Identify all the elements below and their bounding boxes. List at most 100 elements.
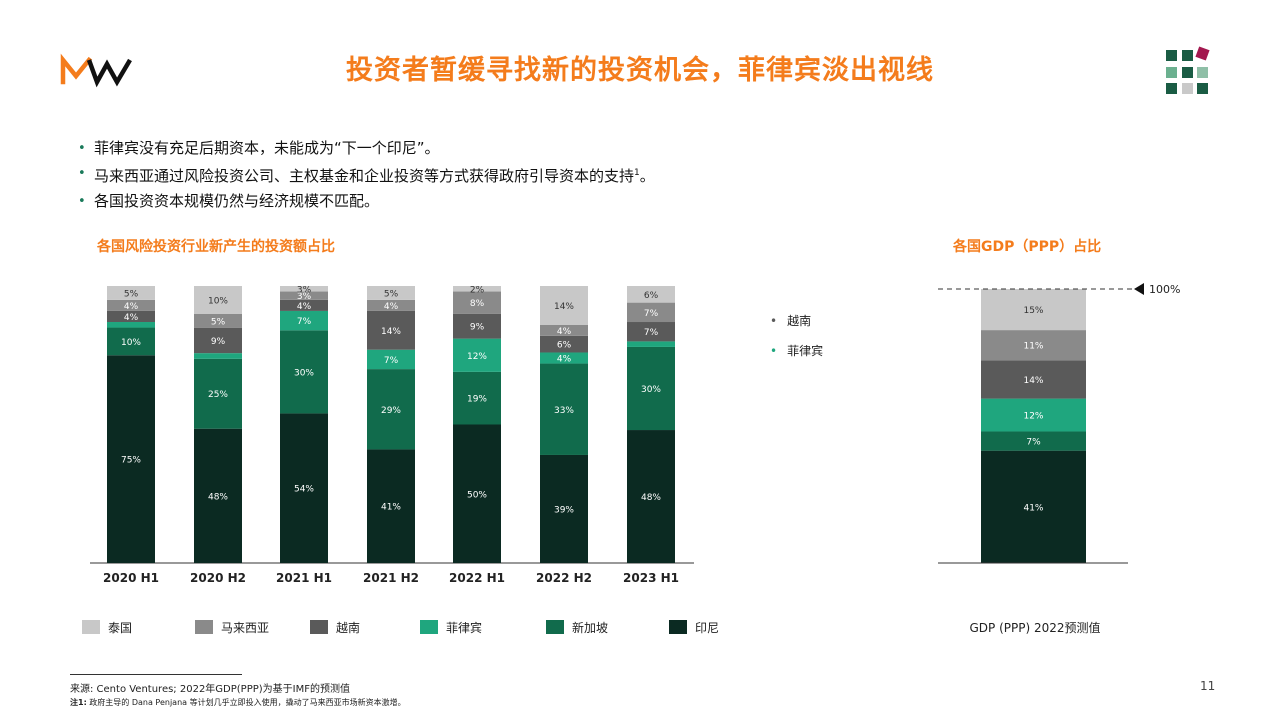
gdp-bar-segment bbox=[981, 289, 1086, 331]
category-label: 2023 H1 bbox=[623, 571, 679, 585]
data-label: 39% bbox=[554, 505, 574, 515]
legend-item-philippines: 菲律宾 bbox=[420, 619, 482, 635]
category-label: 2021 H1 bbox=[276, 571, 332, 585]
data-label: 6% bbox=[557, 341, 572, 351]
gdp-bar-segment bbox=[981, 450, 1086, 563]
legend-item-singapore: 新加坡 bbox=[546, 619, 608, 635]
bar-segment bbox=[280, 286, 328, 292]
category-label: 2020 H2 bbox=[190, 571, 246, 585]
bar-segment bbox=[540, 286, 588, 325]
data-label: 48% bbox=[208, 492, 228, 502]
data-label: 10% bbox=[208, 296, 228, 306]
data-label: 33% bbox=[554, 406, 574, 416]
bar-segment bbox=[627, 322, 675, 342]
gdp-bar-segment bbox=[981, 360, 1086, 399]
page-title: 投资者暂缓寻找新的投资机会，菲律宾淡出视线 bbox=[346, 55, 934, 86]
data-label: 5% bbox=[124, 289, 139, 299]
bar-segment bbox=[453, 424, 501, 563]
bullet-item: 菲律宾没有充足后期资本，未能成为“下一个印尼”。 bbox=[78, 136, 655, 161]
bar-segment bbox=[280, 413, 328, 563]
source-text: 来源: Cento Ventures; 2022年GDP(PPP)为基于IMF的… bbox=[70, 684, 351, 695]
data-label: 3% bbox=[297, 292, 312, 302]
data-label: 41% bbox=[381, 503, 401, 513]
gdp-data-label: 41% bbox=[1023, 503, 1043, 513]
gdp-data-label: 14% bbox=[1023, 376, 1043, 386]
gdp-bar-segment bbox=[981, 398, 1086, 432]
bar-segment bbox=[453, 291, 501, 314]
data-label: 7% bbox=[384, 356, 399, 366]
bar-segment bbox=[453, 338, 501, 372]
bar-segment bbox=[540, 352, 588, 364]
bar-segment bbox=[627, 302, 675, 323]
footer-divider bbox=[70, 674, 242, 675]
bar-segment bbox=[280, 330, 328, 414]
bar-segment bbox=[194, 327, 242, 354]
data-label: 54% bbox=[294, 485, 314, 495]
legend-item-malaysia: 马来西亚 bbox=[195, 619, 269, 635]
data-label: 25% bbox=[208, 390, 228, 400]
data-label: 4% bbox=[557, 327, 572, 337]
bar-segment bbox=[367, 449, 415, 563]
bar-segment bbox=[367, 286, 415, 300]
bar-segment bbox=[540, 335, 588, 353]
bar-segment bbox=[367, 299, 415, 311]
bar-segment bbox=[194, 358, 242, 429]
bar-segment bbox=[627, 430, 675, 563]
bar-segment bbox=[194, 428, 242, 563]
bar-segment bbox=[194, 353, 242, 359]
bar-segment bbox=[540, 324, 588, 336]
bar-segment bbox=[367, 349, 415, 370]
bar-segment bbox=[107, 322, 155, 328]
side-legend-vietnam: • 越南 bbox=[770, 314, 812, 328]
gdp-data-label: 11% bbox=[1023, 342, 1043, 352]
data-label: 4% bbox=[124, 313, 139, 323]
data-label: 4% bbox=[297, 302, 312, 312]
data-label: 10% bbox=[121, 338, 141, 348]
data-label: 5% bbox=[211, 317, 226, 327]
bar-segment bbox=[280, 291, 328, 300]
left-chart-title: 各国风险投资行业新产生的投资额占比 bbox=[97, 239, 335, 255]
bar-segment bbox=[280, 310, 328, 331]
footnote: 注1: 政府主导的 Dana Penjana 等计划几乎立即投入使用，撬动了马来… bbox=[70, 698, 406, 707]
bar-segment bbox=[107, 286, 155, 300]
legend-item-thailand: 泰国 bbox=[82, 619, 132, 635]
bar-segment bbox=[107, 327, 155, 356]
gdp-caption: GDP (PPP) 2022预测值 bbox=[969, 621, 1101, 635]
data-label: 9% bbox=[470, 323, 485, 333]
gdp-data-label: 7% bbox=[1026, 438, 1041, 448]
data-label: 2% bbox=[470, 285, 485, 295]
data-label: 30% bbox=[641, 385, 661, 395]
bar-segment bbox=[107, 355, 155, 563]
bar-segment bbox=[453, 313, 501, 339]
data-label: 6% bbox=[644, 291, 659, 301]
gdp-bar-segment bbox=[981, 431, 1086, 451]
data-label: 19% bbox=[467, 395, 487, 405]
bullet-item: 马来西亚通过风险投资公司、主权基金和企业投资等方式获得政府引导资本的支持1。 bbox=[78, 161, 655, 189]
data-label: 3% bbox=[297, 285, 312, 295]
gdp-share-chart: 41% 7% 12% 14% 11% 15% 100% bbox=[938, 283, 1180, 564]
data-label: 4% bbox=[124, 302, 139, 312]
data-label: 50% bbox=[467, 490, 487, 500]
bar-segment bbox=[627, 341, 675, 347]
bar-segment bbox=[107, 310, 155, 323]
data-label: 4% bbox=[557, 355, 572, 365]
reference-label: 100% bbox=[1149, 283, 1180, 296]
bullet-list: 菲律宾没有充足后期资本，未能成为“下一个印尼”。 马来西亚通过风险投资公司、主权… bbox=[78, 136, 655, 214]
right-chart-title: 各国GDP（PPP）占比 bbox=[953, 239, 1102, 255]
category-label: 2020 H1 bbox=[103, 571, 159, 585]
reference-arrow-icon bbox=[1134, 283, 1144, 295]
gdp-data-label: 12% bbox=[1023, 412, 1043, 422]
gdp-bar-segment bbox=[981, 330, 1086, 361]
data-label: 14% bbox=[381, 327, 401, 337]
page-number: 11 bbox=[1200, 679, 1216, 693]
bullet-item: 各国投资资本规模仍然与经济规模不匹配。 bbox=[78, 189, 655, 214]
bar-segment bbox=[627, 286, 675, 303]
data-label: 30% bbox=[294, 368, 314, 378]
data-label: 12% bbox=[467, 352, 487, 362]
legend-item-indonesia: 印尼 bbox=[669, 619, 719, 635]
bar-segment bbox=[194, 286, 242, 314]
legend-item-vietnam: 越南 bbox=[310, 619, 360, 635]
bar-segment bbox=[540, 363, 588, 455]
data-label: 7% bbox=[297, 317, 312, 327]
data-label: 29% bbox=[381, 406, 401, 416]
